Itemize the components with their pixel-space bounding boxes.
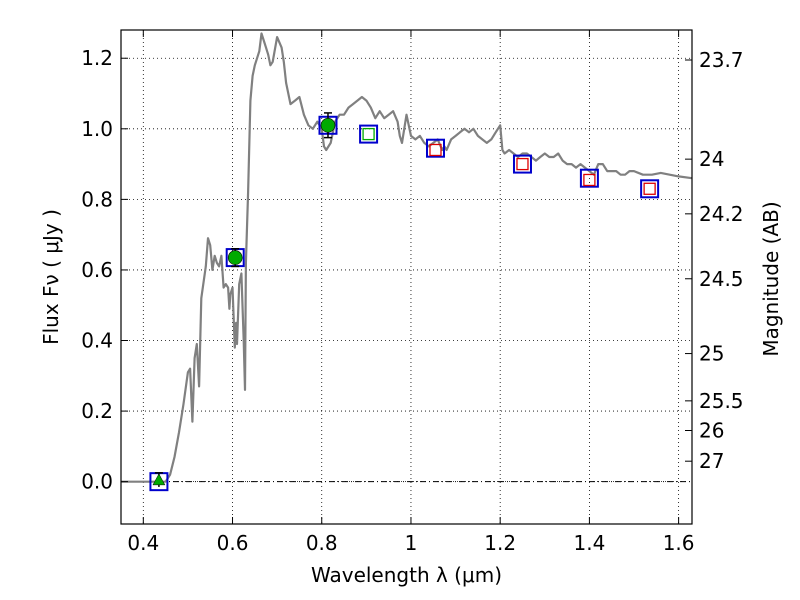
right-tick-label: 27 bbox=[699, 449, 724, 473]
y-tick-label: 1.2 bbox=[81, 46, 113, 70]
right-tick-label: 25.5 bbox=[699, 389, 744, 413]
detection-circle bbox=[227, 250, 243, 265]
x-tick-label: 1.2 bbox=[484, 531, 516, 555]
photometry-markers bbox=[149, 112, 660, 492]
model-flux-square-red bbox=[429, 143, 442, 157]
right-tick-label: 25 bbox=[699, 342, 724, 366]
model-flux-square-red bbox=[583, 173, 596, 187]
x-axis-title: Wavelength λ (μm) bbox=[311, 563, 502, 587]
spectrum-layer bbox=[121, 32, 693, 483]
model-spectrum-line bbox=[121, 32, 693, 483]
plot-frame bbox=[120, 29, 693, 525]
x-tick-label: 0.4 bbox=[127, 531, 159, 555]
observed-flux-square bbox=[425, 138, 445, 158]
right-tick-label: 26 bbox=[699, 418, 724, 442]
right-axis-title: Magnitude (AB) bbox=[759, 201, 783, 356]
x-tick-label: 0.6 bbox=[217, 531, 249, 555]
model-flux-square-red bbox=[516, 157, 529, 171]
triangle-marker bbox=[152, 473, 166, 486]
y-tick-label: 0.8 bbox=[81, 187, 113, 211]
right-tick-label: 24 bbox=[699, 147, 724, 171]
y-tick-label: 0.2 bbox=[81, 399, 113, 423]
right-tick-label: 24.2 bbox=[699, 202, 744, 226]
model-flux-square-red bbox=[643, 182, 656, 195]
y-tick-label: 0.4 bbox=[81, 329, 113, 353]
y-tick-label: 0.6 bbox=[81, 258, 113, 282]
y-axis-title: Flux Fν ( μJy ) bbox=[39, 209, 63, 345]
x-tick-label: 1 bbox=[405, 531, 418, 555]
observed-flux-square bbox=[359, 124, 379, 144]
x-tick-label: 1.6 bbox=[663, 531, 695, 555]
grid-lines bbox=[121, 30, 692, 524]
detection-circle bbox=[320, 117, 336, 133]
observed-flux-square bbox=[579, 168, 599, 188]
y-tick-label: 1.0 bbox=[81, 117, 113, 141]
y-tick-label: 0.0 bbox=[81, 470, 113, 494]
model-flux-square-green bbox=[362, 127, 375, 141]
x-tick-label: 1.4 bbox=[573, 531, 605, 555]
axis-ticks: 0.4 0.6 0.8 1 1.2 1.4 1.6 0.0 0.2 0.4 0.6 0.8 1.0 1.2… bbox=[81, 30, 744, 555]
right-tick-label: 23.7 bbox=[699, 48, 744, 72]
right-tick-label: 24.5 bbox=[699, 267, 744, 291]
x-tick-label: 0.8 bbox=[306, 531, 338, 555]
observed-flux-square bbox=[512, 154, 532, 174]
observed-flux-square bbox=[640, 179, 660, 199]
